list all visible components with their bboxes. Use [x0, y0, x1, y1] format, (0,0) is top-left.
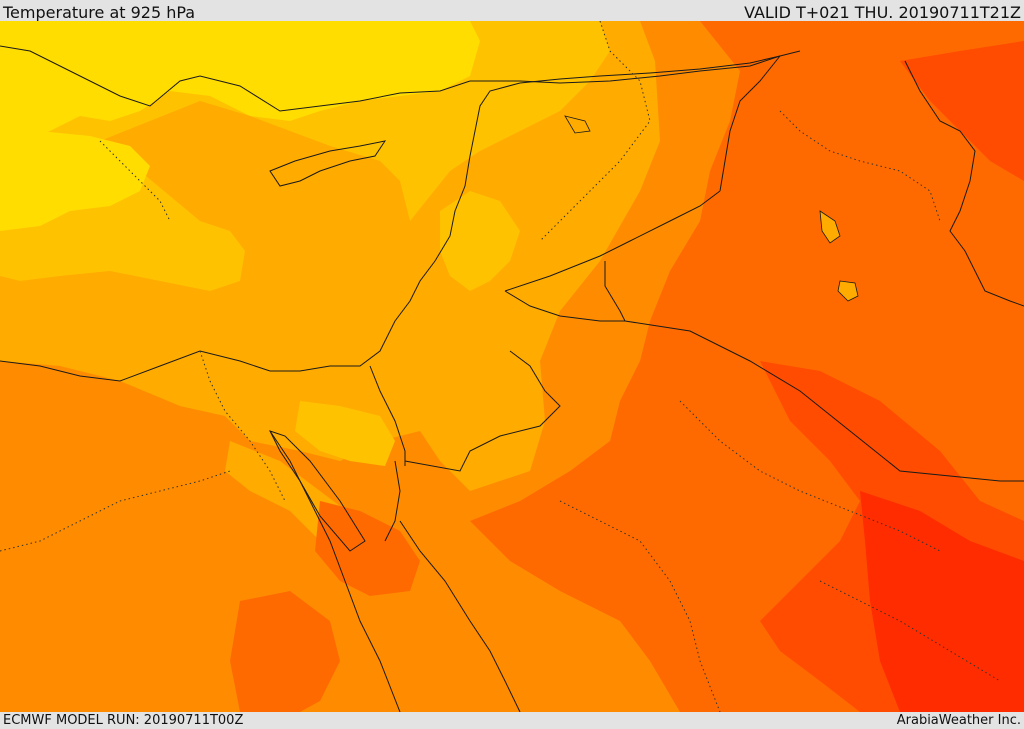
temperature-band-deep-red-north	[900, 41, 1024, 181]
valid-time-label: VALID T+021 THU. 20190711T21Z	[744, 3, 1021, 22]
map-title: Temperature at 925 hPa	[3, 3, 196, 22]
border-jordan-saudi	[504, 261, 626, 322]
map-canvas	[0, 21, 1024, 712]
admin-boundary-5	[0, 470, 231, 552]
gulf-of-aqaba-coastline	[384, 460, 401, 542]
lake-tharthar	[819, 210, 841, 244]
footer-bar: ECMWF MODEL RUN: 20190711T00Z ArabiaWeat…	[0, 712, 1024, 729]
lake-assad	[564, 115, 591, 134]
temperature-band-yellow-west	[0, 131, 150, 231]
admin-boundary-7	[99, 140, 171, 222]
border-iraq-iran	[719, 55, 781, 192]
cyprus-coastline	[269, 140, 387, 187]
model-run-label: ECMWF MODEL RUN: 20190711T00Z	[3, 713, 244, 728]
gulf-of-suez-coastline	[269, 430, 366, 552]
admin-boundary-1	[539, 21, 651, 242]
border-jordan-south	[404, 350, 561, 472]
admin-boundary-2	[779, 110, 941, 222]
border-saudi-iraq	[624, 320, 1024, 482]
admin-boundary-4	[559, 500, 721, 712]
temperature-band-red-south	[230, 591, 340, 712]
admin-boundary-8	[819, 580, 1001, 682]
turkey-coastline	[0, 45, 471, 112]
border-egypt-israel	[369, 365, 406, 466]
temperature-band-yellow	[0, 21, 480, 141]
temperature-map[interactable]	[0, 21, 1024, 712]
red-sea-coastline-west	[269, 430, 401, 712]
temperature-band-amber-levant	[440, 191, 520, 291]
border-iran-iraq-east	[904, 60, 1024, 307]
red-sea-coastline-east	[399, 520, 521, 712]
border-turkey-syria	[470, 55, 781, 84]
header-bar: Temperature at 925 hPa VALID T+021 THU. …	[0, 0, 1024, 22]
temperature-band-hottest	[860, 491, 1024, 712]
temperature-band-amber-sinai	[295, 401, 395, 466]
lake-razazah	[837, 280, 859, 302]
border-iraq-syria	[504, 190, 721, 292]
credit-label: ArabiaWeather Inc.	[896, 713, 1021, 728]
